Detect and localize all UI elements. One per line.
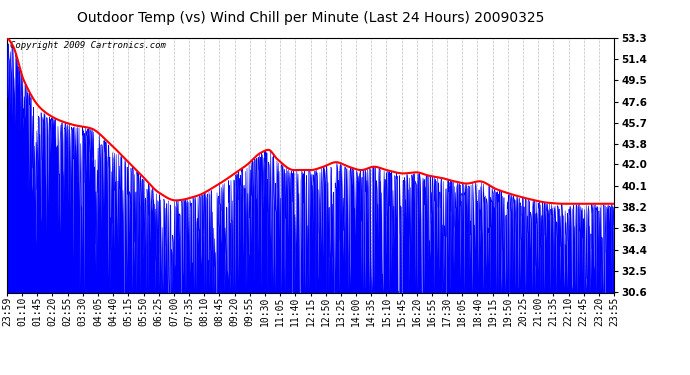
Text: Outdoor Temp (vs) Wind Chill per Minute (Last 24 Hours) 20090325: Outdoor Temp (vs) Wind Chill per Minute …	[77, 11, 544, 25]
Text: Copyright 2009 Cartronics.com: Copyright 2009 Cartronics.com	[10, 41, 166, 50]
